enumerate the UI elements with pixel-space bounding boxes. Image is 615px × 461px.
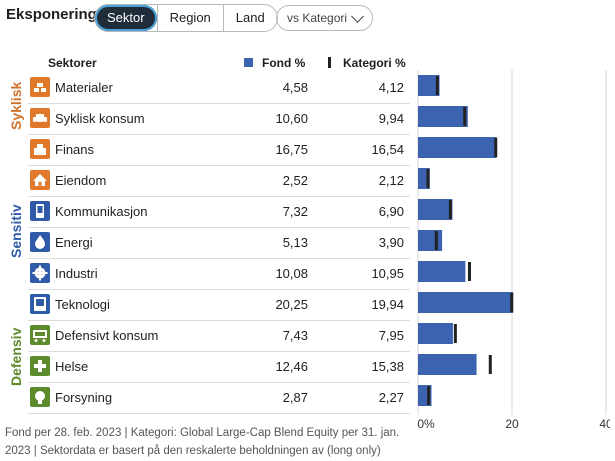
fund-bar [418, 261, 466, 282]
category-value: 16,54 [371, 142, 404, 157]
fund-value: 2,87 [282, 390, 308, 405]
bulb-icon [30, 387, 50, 407]
tab-sektor[interactable]: Sektor [95, 5, 157, 31]
fund-value: 5,13 [282, 235, 308, 250]
sector-name: Forsyning [55, 390, 113, 405]
fund-value: 16,75 [275, 142, 308, 157]
group-label-sensitive: Sensitiv [8, 204, 24, 258]
x-tick-label: 40 [599, 417, 610, 431]
sector-name: Energi [55, 235, 93, 250]
table-row: Defensivt konsum 7,43 7,95 [28, 320, 410, 352]
group-label-defensive: Defensiv [8, 327, 24, 386]
x-tick-label: 0% [417, 417, 435, 431]
fund-value: 7,32 [282, 204, 308, 219]
category-marker [453, 324, 457, 343]
phone-icon [30, 201, 50, 221]
fund-bar [418, 137, 497, 158]
footnote: Fond per 28. feb. 2023 | Kategori: Globa… [5, 427, 400, 457]
fund-value: 4,58 [282, 80, 308, 95]
fund-bar [418, 106, 468, 127]
sector-name: Teknologi [55, 297, 110, 312]
category-legend-marker [328, 57, 331, 68]
fund-value: 10,08 [275, 266, 308, 281]
category-value: 4,12 [378, 80, 404, 95]
category-marker [510, 293, 514, 312]
sector-name: Syklisk konsum [55, 111, 145, 126]
category-value: 9,94 [378, 111, 404, 126]
fund-bar [418, 323, 453, 344]
sector-name: Industri [55, 266, 98, 281]
category-value: 3,90 [378, 235, 404, 250]
fund-bar [418, 75, 440, 96]
sector-name: Helse [55, 359, 89, 374]
gear-icon [30, 263, 50, 283]
computer-icon [30, 294, 50, 314]
materials-icon [30, 77, 50, 97]
fund-bar [418, 354, 477, 375]
table-row: Eiendom 2,52 2,12 [28, 165, 410, 197]
category-marker [435, 76, 439, 95]
category-value: 10,95 [371, 266, 404, 281]
table-row: Kommunikasjon 7,32 6,90 [28, 196, 410, 228]
category-marker [463, 107, 467, 126]
category-value: 6,90 [378, 204, 404, 219]
car-icon [30, 108, 50, 128]
sector-bar-chart: 0% 20 40 [417, 70, 610, 431]
table-row: Syklisk konsum 10,60 9,94 [28, 103, 410, 135]
table-row: Teknologi 20,25 19,94 [28, 289, 410, 321]
sector-name: Eiendom [55, 173, 107, 188]
x-tick-label: 20 [505, 417, 519, 431]
fund-bar [418, 230, 443, 251]
table-row: Helse 12,46 15,38 [28, 351, 410, 383]
table-row: Forsyning 2,87 2,27 [28, 382, 410, 414]
table-row: Energi 5,13 3,90 [28, 227, 410, 259]
group-label-cyclical: Syklisk [8, 81, 24, 130]
table-row: Finans 16,75 16,54 [28, 134, 410, 166]
category-value: 19,94 [371, 297, 404, 312]
page-title: Eksponering [6, 6, 97, 23]
tab-region[interactable]: Region [156, 5, 223, 31]
tab-land[interactable]: Land [222, 5, 277, 31]
column-header-category: Kategori % [343, 56, 406, 70]
house-icon [30, 170, 50, 190]
category-marker [427, 386, 431, 405]
sector-name: Kommunikasjon [55, 204, 148, 219]
category-marker [434, 231, 438, 250]
compare-dropdown[interactable]: vs Kategori [276, 5, 374, 31]
fund-legend-swatch [244, 58, 253, 67]
cart-icon [30, 325, 50, 345]
category-marker [467, 262, 471, 281]
compare-dropdown-label: vs Kategori [287, 11, 348, 25]
fund-value: 10,60 [275, 111, 308, 126]
table-row: Industri 10,08 10,95 [28, 258, 410, 290]
sector-name: Materialer [55, 80, 113, 95]
column-header-fund: Fond % [262, 56, 306, 70]
category-value: 7,95 [378, 328, 404, 343]
category-value: 2,27 [378, 390, 404, 405]
table-row: Materialer 4,58 4,12 [28, 72, 410, 104]
fund-bar [418, 199, 453, 220]
category-value: 2,12 [378, 173, 404, 188]
fund-value: 20,25 [275, 297, 308, 312]
fund-bar [418, 168, 430, 189]
chevron-down-icon [351, 9, 364, 23]
column-header-sector: Sektorer [48, 56, 97, 70]
finance-icon [30, 139, 50, 159]
health-cross-icon [30, 356, 50, 376]
category-marker [488, 355, 492, 374]
flame-icon [30, 232, 50, 252]
fund-value: 12,46 [275, 359, 308, 374]
fund-bar [418, 292, 514, 313]
fund-value: 2,52 [282, 173, 308, 188]
fund-value: 7,43 [282, 328, 308, 343]
sector-name: Finans [55, 142, 95, 157]
category-marker [426, 169, 430, 188]
category-marker [494, 138, 498, 157]
category-value: 15,38 [371, 359, 404, 374]
view-toggle: Sektor Region Land [94, 4, 278, 32]
category-marker [448, 200, 452, 219]
sector-name: Defensivt konsum [55, 328, 159, 343]
